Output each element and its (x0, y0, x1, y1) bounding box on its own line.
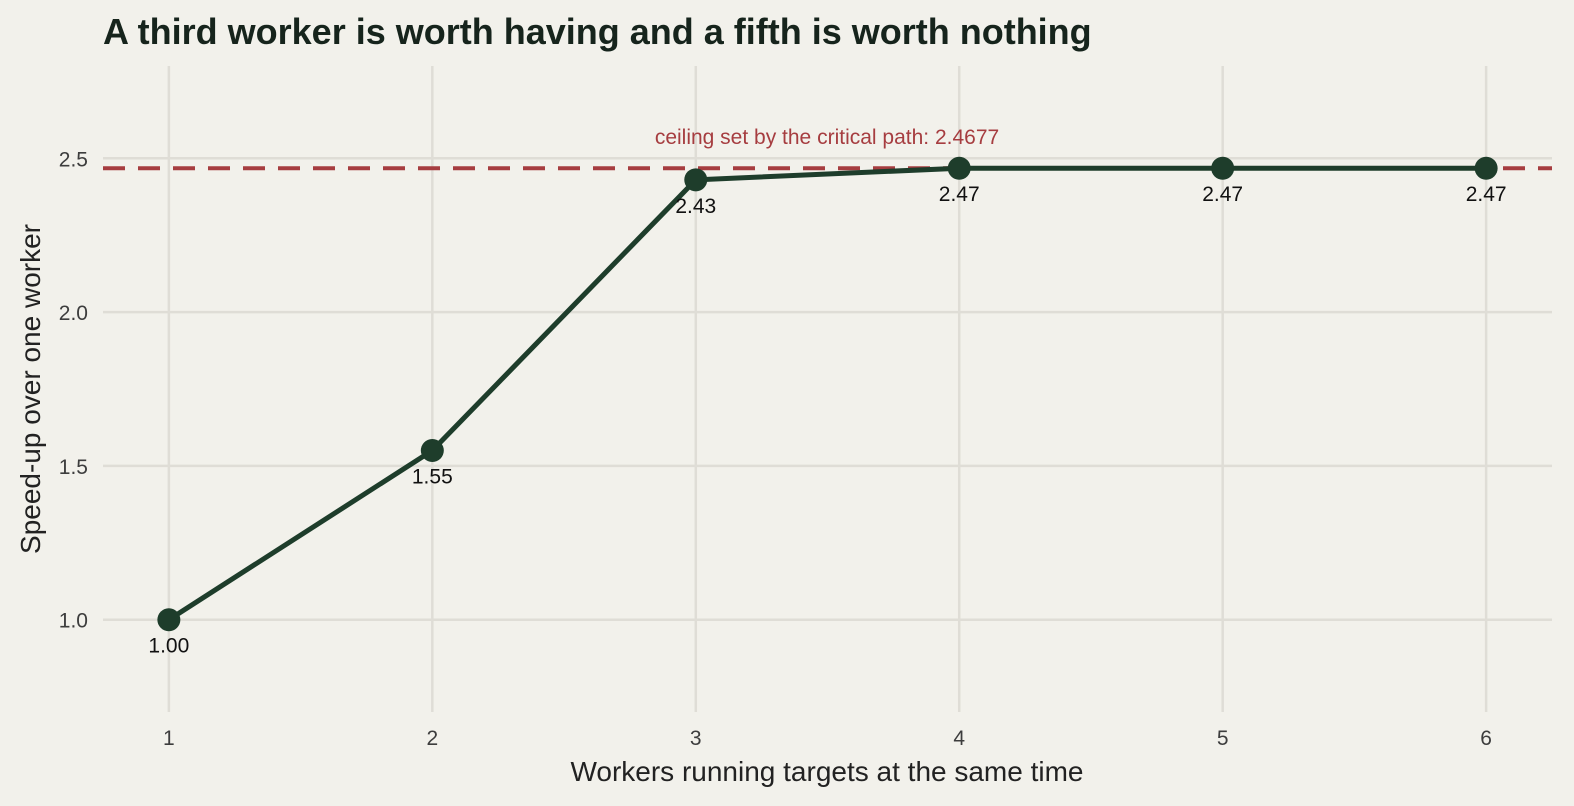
grid (103, 66, 1552, 712)
y-tick-label: 1.0 (59, 610, 88, 633)
y-tick-label: 2.0 (59, 302, 88, 325)
x-axis-label: Workers running targets at the same time (570, 756, 1083, 787)
x-tick-label: 1 (163, 727, 175, 750)
chart-title: A third worker is worth having and a fif… (103, 11, 1092, 52)
x-axis-ticks: 1 2 3 4 5 6 (163, 727, 1492, 750)
x-tick-label: 4 (953, 727, 965, 750)
speedup-series: 1.00 1.55 2.43 2.47 2.47 2.47 (148, 156, 1507, 658)
ceiling-reference: ceiling set by the critical path: 2.4677 (103, 126, 1552, 171)
data-label: 1.55 (412, 466, 453, 489)
x-tick-label: 5 (1217, 727, 1229, 750)
data-point (420, 439, 444, 463)
x-tick-label: 6 (1480, 727, 1492, 750)
y-axis-label: Speed-up over one worker (15, 224, 46, 554)
y-tick-label: 2.5 (59, 148, 88, 171)
data-point (157, 608, 181, 632)
data-point (1211, 156, 1235, 180)
y-tick-label: 1.5 (59, 456, 88, 479)
x-tick-label: 2 (426, 727, 438, 750)
x-tick-label: 3 (690, 727, 702, 750)
data-label: 2.47 (1466, 183, 1507, 206)
series-line (167, 165, 1487, 622)
data-label: 2.47 (939, 183, 980, 206)
data-point (684, 168, 708, 192)
data-label: 1.00 (148, 635, 189, 658)
data-label: 2.47 (1202, 183, 1243, 206)
data-point (1474, 156, 1498, 180)
data-label: 2.43 (675, 195, 716, 218)
y-axis-ticks: 1.0 1.5 2.0 2.5 (59, 148, 88, 632)
data-point (947, 156, 971, 180)
ceiling-label: ceiling set by the critical path: 2.4677 (655, 126, 999, 149)
